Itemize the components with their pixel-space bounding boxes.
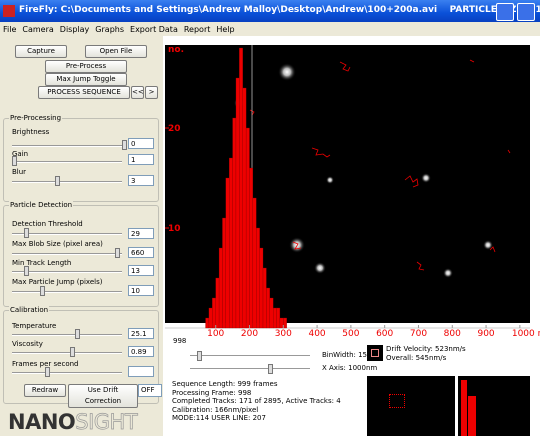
x-tick-label: 400 bbox=[308, 329, 325, 339]
slider-thumb[interactable] bbox=[197, 351, 202, 361]
track-preview bbox=[367, 376, 455, 436]
x-tick-label: 700 bbox=[410, 329, 427, 339]
bar bbox=[256, 228, 259, 328]
y-tick-label: 10 bbox=[168, 224, 181, 234]
bar bbox=[209, 308, 212, 328]
drift-overall: Overall: 545nm/s bbox=[386, 354, 446, 362]
bar bbox=[266, 288, 269, 328]
x-tick-label: 1000 nm bbox=[512, 329, 540, 339]
histogram-preview bbox=[458, 376, 530, 436]
bar bbox=[243, 88, 246, 328]
status-line: Processing Frame: 998 bbox=[172, 389, 341, 398]
x-axis-setting: X Axis: 1000nm bbox=[322, 364, 377, 372]
bar bbox=[280, 318, 283, 328]
bar bbox=[277, 308, 280, 328]
bar bbox=[270, 298, 273, 328]
drift-icon bbox=[367, 345, 383, 361]
app-window: FireFly: C:\Documents and Settings\Andre… bbox=[0, 0, 540, 436]
bar bbox=[222, 218, 225, 328]
axis-slider[interactable] bbox=[190, 368, 310, 370]
drift-velocity: Drift Velocity: 523nm/s bbox=[386, 345, 466, 353]
bar bbox=[212, 298, 215, 328]
status-line: Calibration: 166nm/pixel bbox=[172, 406, 341, 415]
y-axis-label: no. bbox=[168, 45, 184, 55]
bar bbox=[206, 318, 209, 328]
bar bbox=[283, 318, 286, 328]
x-tick-label: 800 bbox=[444, 329, 461, 339]
bar bbox=[216, 278, 219, 328]
bar bbox=[260, 248, 263, 328]
slider-thumb[interactable] bbox=[268, 364, 273, 374]
frame-label: 998 bbox=[173, 337, 186, 345]
y-tick-label: 20 bbox=[168, 124, 181, 134]
status-line: Sequence Length: 999 frames bbox=[172, 380, 341, 389]
x-tick-label: 500 bbox=[342, 329, 359, 339]
status-line: Completed Tracks: 171 of 2895, Active Tr… bbox=[172, 397, 341, 406]
bar bbox=[219, 248, 222, 328]
bar bbox=[253, 198, 256, 328]
bar bbox=[249, 168, 252, 328]
bar bbox=[236, 78, 239, 328]
bar bbox=[226, 178, 229, 328]
bar bbox=[239, 48, 242, 328]
bar bbox=[233, 118, 236, 328]
x-tick-label: 900 bbox=[477, 329, 494, 339]
x-tick-label: 200 bbox=[241, 329, 258, 339]
bar bbox=[273, 308, 276, 328]
x-tick-label: 300 bbox=[275, 329, 292, 339]
bar bbox=[229, 158, 232, 328]
bin-slider[interactable] bbox=[190, 355, 310, 357]
x-tick-label: 600 bbox=[376, 329, 393, 339]
bar bbox=[263, 268, 266, 328]
status-line: MODE:114 USER LINE: 207 bbox=[172, 414, 341, 423]
bar bbox=[246, 128, 249, 328]
x-tick-label: 100 bbox=[207, 329, 224, 339]
